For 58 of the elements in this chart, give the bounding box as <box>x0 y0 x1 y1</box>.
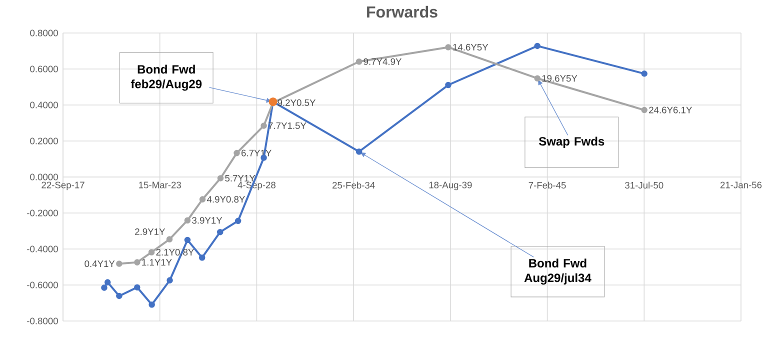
point <box>101 284 108 291</box>
x-tick-label: 18-Aug-39 <box>429 182 472 190</box>
x-tick-label: 21-Jan-56 <box>720 182 762 188</box>
y-tick-label: 0.6000 <box>30 66 58 72</box>
point <box>148 249 155 256</box>
point <box>116 260 122 267</box>
point <box>184 236 191 244</box>
y-tick-label: -0.4000 <box>27 246 58 252</box>
y-tick-label: 0.8000 <box>30 30 58 36</box>
point <box>445 44 452 50</box>
annotation: 3.9Y1Y <box>192 217 222 224</box>
y-tick-label: -0.2000 <box>27 210 58 216</box>
point <box>166 236 173 242</box>
point <box>641 70 648 77</box>
annotation: 5.7Y1Y <box>225 175 256 182</box>
annotation: 14.6Y5Y <box>453 44 488 51</box>
y-tick-label: -0.6000 <box>27 282 58 288</box>
y-tick-label: 0.4000 <box>30 102 58 108</box>
point <box>184 217 191 224</box>
annotation: 1.1Y1Y <box>142 259 172 266</box>
annotation: 9.2Y0.5Y <box>278 99 316 106</box>
point <box>134 284 140 290</box>
x-tick-label: 7-Feb-45 <box>528 182 566 189</box>
point <box>199 196 206 202</box>
annotation: 4.9Y0.8Y <box>207 196 245 203</box>
point <box>534 75 540 82</box>
annotation: Bond Fwd Aug29/jul34 <box>524 258 592 285</box>
y-tick-label: 0.0000 <box>30 174 58 180</box>
point <box>356 148 362 155</box>
point <box>260 122 267 129</box>
point <box>134 259 140 266</box>
point <box>104 279 111 286</box>
point <box>534 42 540 50</box>
y-tick-label: -0.8000 <box>27 318 58 324</box>
annotation: 0.4Y1Y <box>84 260 115 268</box>
x-tick-label: 22-Sep-17 <box>42 182 84 190</box>
x-tick-label: 15-Mar-23 <box>139 182 181 188</box>
y-tick-label: 0.2000 <box>30 138 58 144</box>
point <box>216 228 224 236</box>
point <box>198 254 206 261</box>
annotation: 9.7Y4.9Y <box>364 58 402 65</box>
point <box>148 301 155 308</box>
annotation: 2.9Y1Y <box>135 228 166 235</box>
chart-title: Forwards <box>367 6 438 18</box>
point <box>116 292 122 300</box>
point <box>356 58 362 65</box>
annotation: Swap Fwds <box>538 136 604 148</box>
annotation: 24.6Y6.1Y <box>649 106 692 114</box>
x-tick-label: 31-Jul-50 <box>625 182 664 189</box>
point <box>445 82 452 88</box>
point <box>166 277 173 284</box>
annotation: 19.6Y5Y <box>542 75 578 82</box>
x-tick-label: 25-Feb-34 <box>332 182 375 189</box>
point <box>641 106 648 114</box>
point <box>217 175 224 182</box>
point <box>234 150 240 156</box>
annotation: Bond Fwd feb29/Aug29 <box>130 64 202 91</box>
point <box>234 218 242 224</box>
